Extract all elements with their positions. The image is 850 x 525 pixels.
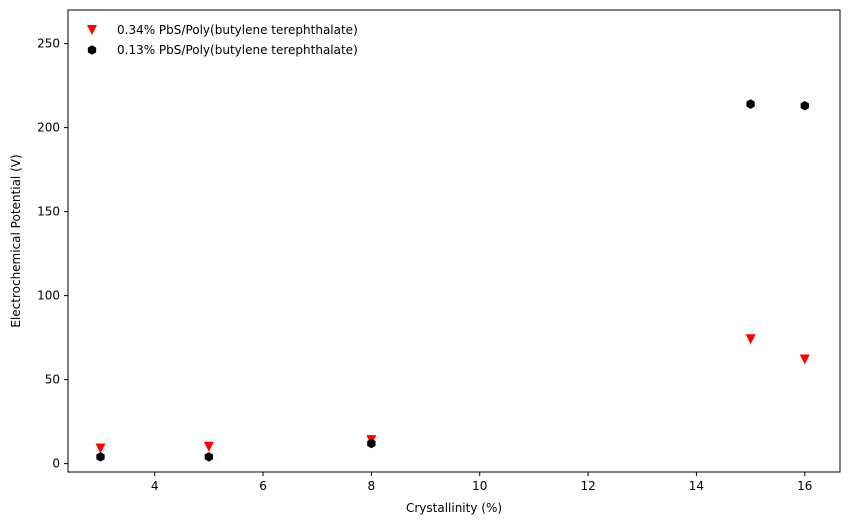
x-tick-label: 6 — [259, 479, 267, 493]
series-2-point — [96, 452, 105, 462]
y-tick-label: 250 — [37, 37, 60, 51]
series-1-point — [203, 441, 214, 452]
y-tick-label: 150 — [37, 205, 60, 219]
x-tick-label: 16 — [797, 479, 812, 493]
y-tick-label: 50 — [45, 373, 60, 387]
plot-area — [67, 9, 841, 473]
legend-marker-series-1 — [87, 25, 97, 35]
legend: 0.34% PbS/Poly(butylene terephthalate) 0.… — [87, 23, 358, 57]
series-2-point — [367, 438, 376, 449]
x-tick-label: 4 — [151, 479, 159, 493]
data-points — [95, 99, 810, 462]
y-axis-label: Electrochemical Potential (V) — [9, 154, 23, 327]
y-tick-label: 100 — [37, 289, 60, 303]
legend-label-series-2: 0.13% PbS/Poly(butylene terephthalate) — [117, 43, 358, 57]
y-axis-ticks: 0 50 100 150 200 250 — [37, 37, 68, 471]
series-1-point — [799, 354, 810, 365]
x-tick-label: 10 — [472, 479, 487, 493]
x-tick-label: 14 — [689, 479, 704, 493]
series-2-point — [746, 99, 755, 109]
series-2-point — [800, 100, 809, 111]
x-tick-label: 8 — [368, 479, 376, 493]
series-1-point — [95, 443, 106, 454]
legend-label-series-1: 0.34% PbS/Poly(butylene terephthalate) — [117, 23, 358, 37]
series-2-point — [204, 452, 214, 462]
x-axis-label: Crystallinity (%) — [406, 501, 502, 515]
x-tick-label: 12 — [580, 479, 595, 493]
y-tick-label: 200 — [37, 121, 60, 135]
y-tick-label: 0 — [52, 457, 60, 471]
legend-marker-series-2 — [87, 45, 97, 55]
series-1-point — [745, 334, 756, 345]
x-axis-ticks: 4 6 8 10 12 14 16 — [151, 472, 812, 493]
